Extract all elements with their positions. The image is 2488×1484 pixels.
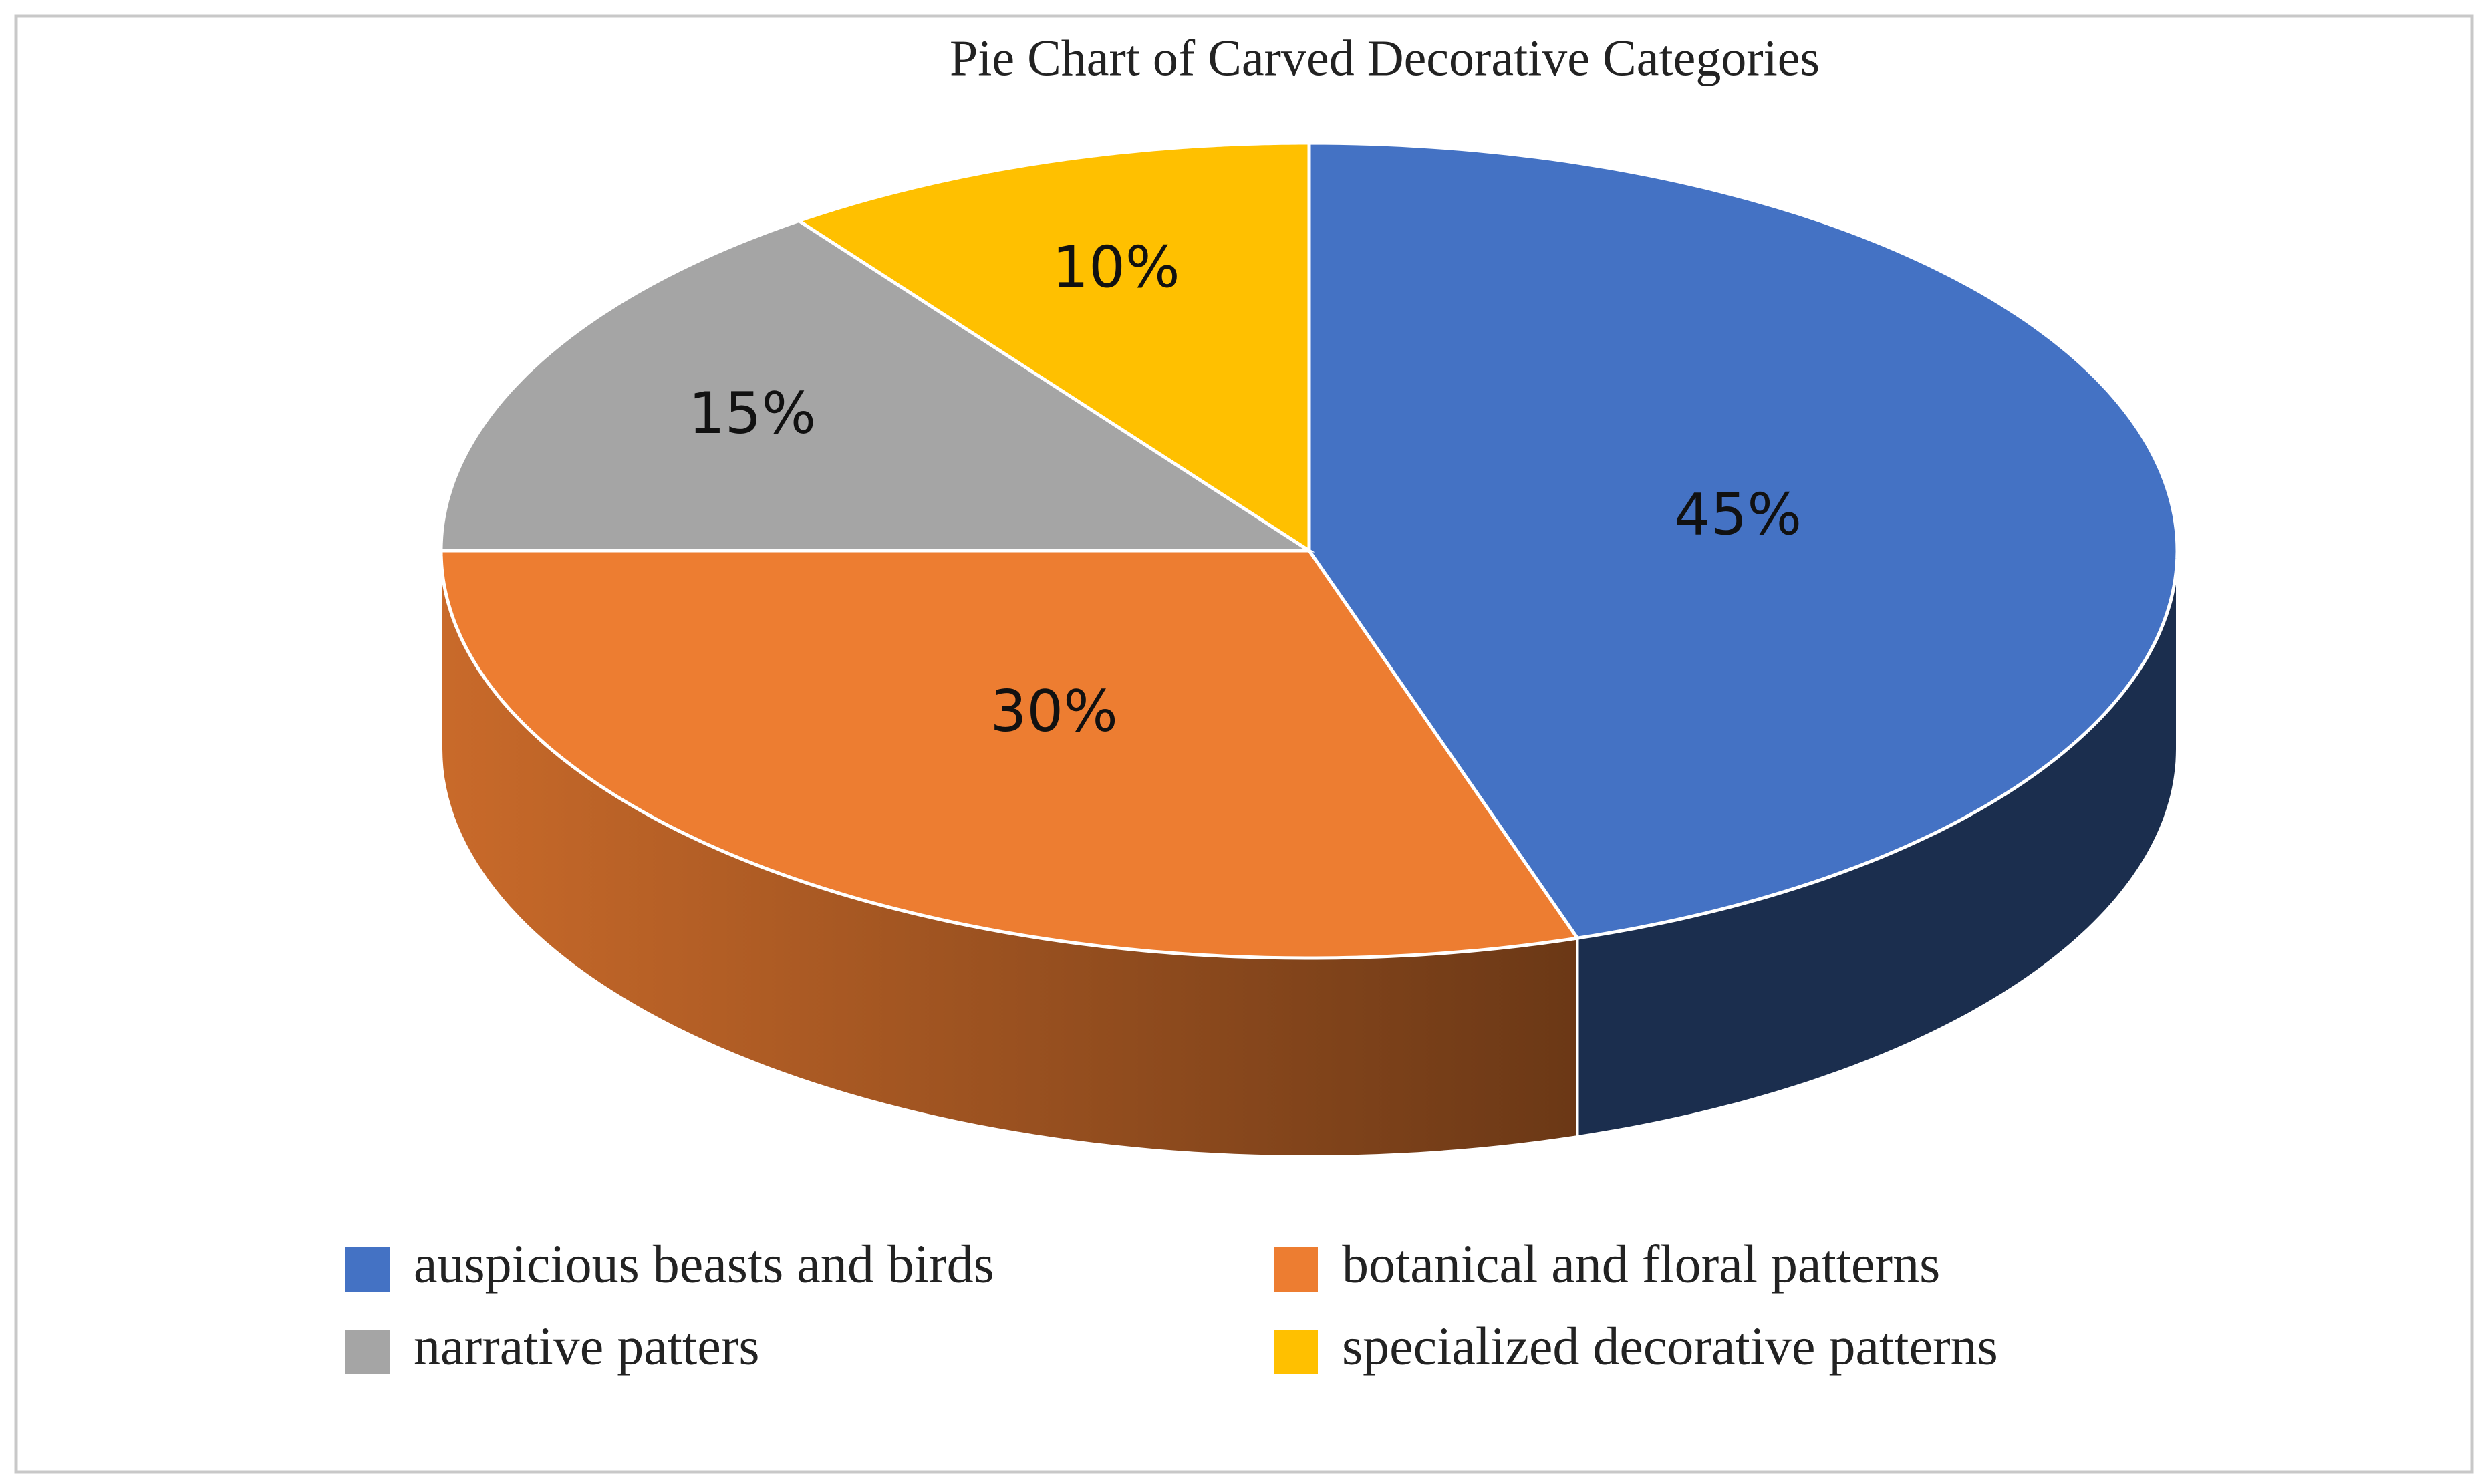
- chart-title: Pie Chart of Carved Decorative Categorie…: [950, 30, 1820, 86]
- legend-label: specialized decorative patterns: [1342, 1317, 1998, 1376]
- slice: [439, 218, 1315, 553]
- slice: [439, 549, 1580, 960]
- data-label: 15%: [688, 380, 816, 447]
- legend-label: botanical and floral patterns: [1342, 1235, 1940, 1294]
- data-label: 30%: [990, 678, 1118, 745]
- legend-swatch: [345, 1247, 390, 1292]
- legend-label: auspicious beasts and birds: [414, 1235, 994, 1294]
- legend-swatch: [345, 1330, 390, 1374]
- slice: [795, 141, 1311, 554]
- legend-swatch: [1274, 1330, 1318, 1374]
- legend-swatch: [1274, 1247, 1318, 1292]
- legend-label: narrative patters: [414, 1317, 760, 1376]
- data-label: 10%: [1052, 235, 1180, 301]
- slice: [1307, 141, 2179, 940]
- data-label: 45%: [1674, 482, 1802, 549]
